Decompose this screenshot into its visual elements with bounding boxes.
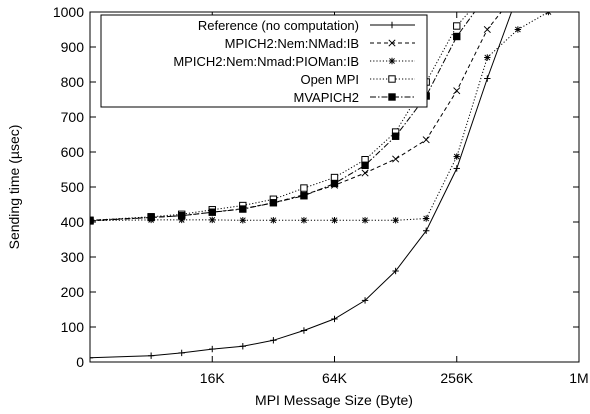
data-point-filled-square-marker <box>453 32 461 41</box>
data-point-plus-marker <box>178 349 185 357</box>
legend-box <box>100 14 428 108</box>
data-point-star-marker <box>422 215 430 222</box>
data-point-filled-square-marker <box>239 205 247 213</box>
data-point-plus-marker <box>331 315 338 323</box>
data-point-cross-marker <box>422 136 430 144</box>
legend-label: Reference (no computation) <box>198 18 359 33</box>
data-point-star-marker <box>514 26 522 33</box>
data-point-plus-marker <box>422 227 430 234</box>
data-point-star-marker <box>484 54 491 61</box>
data-point-plus-marker <box>388 21 396 29</box>
data-point-plus-marker <box>361 297 369 304</box>
x-axis-label: MPI Message Size (Byte) <box>255 392 413 408</box>
data-point-filled-square-marker <box>330 179 339 188</box>
data-point-filled-square-marker <box>147 213 155 222</box>
x-tick-label: 16K <box>200 370 226 386</box>
data-point-filled-square-marker <box>90 217 94 225</box>
data-point-star-marker <box>209 216 216 224</box>
data-point-star-marker <box>361 217 369 224</box>
y-tick-label: 0 <box>76 354 84 370</box>
series-line <box>90 12 550 222</box>
y-tick-label: 800 <box>61 74 85 90</box>
data-point-open-square-marker <box>300 184 308 192</box>
data-point-star-marker <box>300 217 308 224</box>
legend-label: MPICH2:Nem:Nmad:PIOMan:IB <box>173 54 359 69</box>
y-tick-label: 100 <box>61 319 85 335</box>
x-tick-label: 256K <box>440 370 473 386</box>
data-point-plus-marker <box>147 352 155 359</box>
data-point-star-marker <box>270 217 277 224</box>
data-point-cross-marker <box>453 87 461 95</box>
y-tick-label: 400 <box>61 214 85 230</box>
data-point-star-marker <box>545 12 552 16</box>
data-point-filled-square-marker <box>361 161 369 170</box>
series-0 <box>90 12 513 361</box>
data-point-cross-marker <box>361 169 369 177</box>
data-point-star-marker <box>453 153 460 160</box>
legend-label: MPICH2:Nem:NMad:IB <box>225 36 359 51</box>
series-2 <box>90 12 552 224</box>
data-point-cross-marker <box>388 39 396 47</box>
data-point-filled-square-marker <box>391 132 400 140</box>
y-tick-label: 500 <box>61 179 85 195</box>
x-tick-label: 64K <box>322 370 348 386</box>
data-point-filled-square-marker <box>208 208 216 216</box>
data-point-open-square-marker <box>330 173 339 182</box>
data-point-open-square-marker <box>388 75 396 83</box>
data-point-star-marker <box>392 217 399 224</box>
data-point-plus-marker <box>300 327 308 334</box>
axis-ticks: 0 100 200 300 400 500 600 700 800 900 1000 16K 64K 25… <box>53 4 589 386</box>
data-point-cross-marker <box>392 155 400 163</box>
data-point-plus-marker <box>270 337 277 344</box>
data-point-plus-marker <box>392 267 399 275</box>
data-point-filled-square-marker <box>388 93 396 101</box>
data-point-plus-marker <box>239 343 247 350</box>
legend-label: MVAPICH2 <box>294 90 360 105</box>
y-tick-label: 300 <box>61 249 85 265</box>
data-point-star-marker <box>239 217 247 224</box>
y-tick-label: 200 <box>61 284 85 300</box>
data-point-cross-marker <box>483 25 491 34</box>
series-line <box>90 12 513 359</box>
y-tick-label: 900 <box>61 39 85 55</box>
data-point-open-square-marker <box>453 22 461 30</box>
data-point-plus-marker <box>90 354 94 361</box>
data-point-plus-marker <box>453 165 460 172</box>
y-tick-label: 600 <box>61 144 85 160</box>
legend: Reference (no computation) MPICH2:Nem:NMa… <box>100 14 428 108</box>
x-tick-label: 1M <box>569 370 588 386</box>
data-point-star-marker <box>388 57 396 65</box>
data-point-filled-square-marker <box>269 199 278 207</box>
y-axis-label: Sending time (µsec) <box>6 125 22 250</box>
y-tick-label: 1000 <box>53 4 84 20</box>
data-point-plus-marker <box>484 75 491 82</box>
data-point-filled-square-marker <box>177 212 186 220</box>
data-point-plus-marker <box>209 345 216 353</box>
data-point-filled-square-marker <box>300 192 308 200</box>
data-point-star-marker <box>331 217 338 224</box>
y-tick-label: 700 <box>61 109 85 125</box>
legend-label: Open MPI <box>300 72 359 87</box>
